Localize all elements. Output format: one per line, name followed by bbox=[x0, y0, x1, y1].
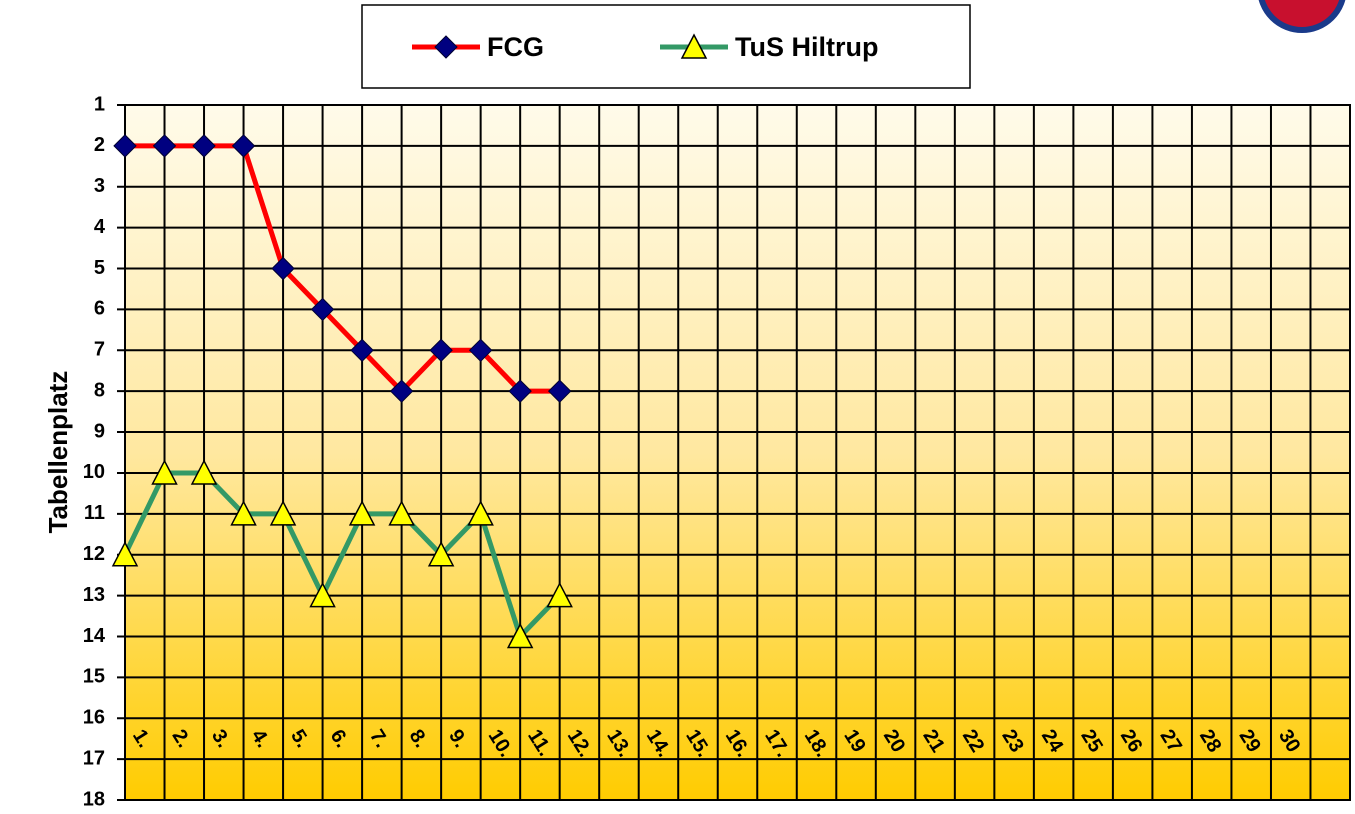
marker bbox=[680, 33, 708, 59]
marker bbox=[230, 500, 257, 526]
marker bbox=[271, 256, 295, 281]
plot-frame bbox=[124, 104, 1351, 801]
y-tick-label: 13 bbox=[83, 584, 105, 606]
y-tick-label: 10 bbox=[83, 461, 105, 483]
legend-label: TuS Hiltrup bbox=[735, 32, 878, 62]
marker bbox=[508, 379, 532, 403]
series bbox=[113, 134, 572, 403]
y-tick-label: 17 bbox=[83, 747, 105, 769]
marker bbox=[427, 541, 455, 567]
y-tick-label: 12 bbox=[83, 543, 105, 565]
y-tick-label: 8 bbox=[94, 379, 105, 401]
y-tick-label: 15 bbox=[83, 666, 105, 688]
marker bbox=[468, 338, 493, 363]
marker bbox=[310, 297, 335, 322]
y-tick-label: 9 bbox=[94, 420, 105, 442]
marker bbox=[190, 459, 218, 485]
marker bbox=[152, 134, 177, 158]
marker bbox=[506, 622, 534, 649]
marker bbox=[348, 500, 376, 526]
marker bbox=[434, 35, 458, 59]
series bbox=[111, 459, 573, 649]
y-tick-label: 2 bbox=[94, 134, 105, 156]
logo bbox=[1258, 0, 1346, 33]
y-tick-label: 14 bbox=[83, 625, 106, 647]
marker bbox=[350, 338, 374, 363]
legend-label: FCG bbox=[487, 32, 544, 62]
marker bbox=[547, 379, 572, 403]
y-tick-label: 6 bbox=[94, 298, 105, 320]
marker bbox=[467, 500, 494, 526]
y-axis-label: Tabellenplatz bbox=[43, 371, 73, 534]
marker bbox=[151, 459, 178, 485]
marker bbox=[113, 134, 137, 158]
marker bbox=[269, 500, 297, 526]
y-tick-label: 11 bbox=[84, 502, 105, 524]
y-tick-label: 18 bbox=[83, 788, 105, 810]
marker bbox=[231, 134, 256, 158]
y-tick-label: 7 bbox=[94, 339, 105, 361]
y-tick-label: 16 bbox=[83, 707, 105, 729]
marker bbox=[192, 134, 216, 158]
marker bbox=[429, 338, 453, 363]
marker bbox=[388, 500, 415, 526]
marker bbox=[389, 379, 414, 403]
marker bbox=[546, 581, 573, 608]
marker bbox=[111, 541, 139, 567]
marker bbox=[309, 581, 336, 608]
plot-area bbox=[125, 105, 1350, 800]
y-tick-label: 3 bbox=[94, 175, 105, 197]
y-tick-label: 4 bbox=[94, 216, 106, 238]
y-tick-label: 1 bbox=[94, 93, 105, 115]
y-tick-label: 5 bbox=[94, 257, 105, 279]
